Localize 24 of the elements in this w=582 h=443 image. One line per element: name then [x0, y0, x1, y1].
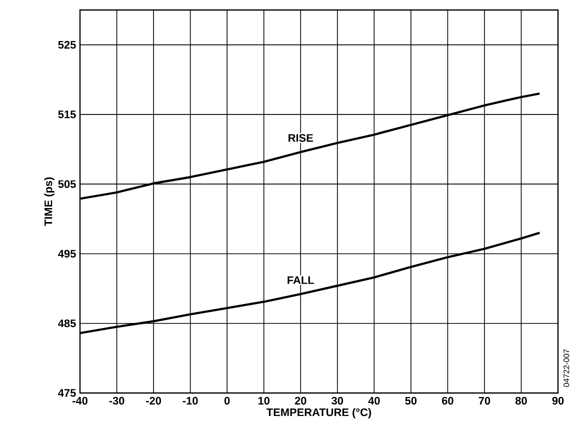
x-tick-label: 10 — [258, 396, 270, 405]
x-tick-label: -30 — [109, 396, 124, 405]
x-tick-label: 0 — [224, 396, 230, 405]
x-tick-label: 70 — [478, 396, 490, 405]
x-axis-title: TEMPERATURE (°C) — [266, 408, 372, 418]
x-tick-label: 60 — [442, 396, 454, 405]
x-tick-label: 40 — [368, 396, 380, 405]
y-tick-label: 475 — [58, 389, 76, 397]
y-tick-label: 515 — [58, 110, 76, 118]
x-tick-label: -20 — [146, 396, 162, 405]
y-tick-label: 495 — [58, 250, 76, 258]
y-tick-label: 485 — [58, 319, 76, 328]
y-tick-label: 525 — [58, 40, 76, 49]
x-tick-label: 90 — [552, 396, 564, 405]
y-tick-label: 505 — [58, 180, 76, 188]
x-tick-label: 50 — [405, 396, 417, 405]
x-tick-label: -40 — [72, 396, 88, 405]
y-axis-title: TIME (ps) — [44, 177, 54, 226]
x-tick-label: 20 — [294, 396, 306, 405]
x-tick-label: 80 — [515, 396, 527, 405]
series-label: RISE — [288, 134, 313, 142]
x-tick-label: 30 — [332, 396, 344, 405]
x-tick-label: -10 — [182, 396, 198, 405]
series-label: FALL — [288, 276, 314, 284]
